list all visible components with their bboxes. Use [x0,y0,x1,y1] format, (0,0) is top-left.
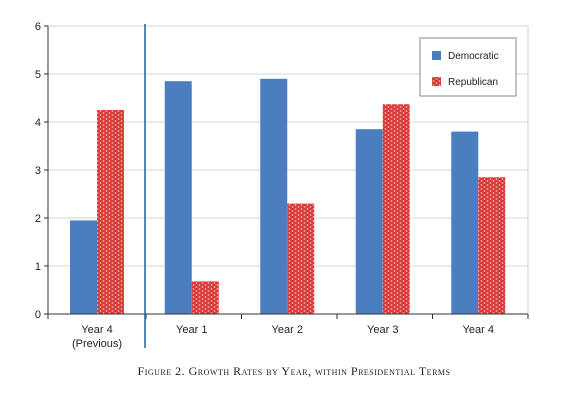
legend-label-democratic: Democratic [448,51,499,62]
bar-democratic-3 [355,129,383,314]
y-tick-label-4: 4 [35,117,41,129]
x-tick-label-3: Year 3 [367,324,398,336]
legend: Democratic Republican [419,37,517,97]
bar-democratic-1 [164,81,192,314]
x-tick-label-2: Year 2 [272,324,303,336]
bar-republican-4 [478,177,506,314]
bar-republican-3 [382,104,410,315]
y-tick-label-1: 1 [35,261,41,273]
legend-swatch-republican [432,77,441,86]
x-tick-label-0: Year 4 (Previous) [72,324,122,350]
axes: 0 1 2 3 4 5 6 Year 4 (Previous) Year 1 Year 2 Year … [35,21,529,350]
bar-democratic-2 [260,78,288,314]
legend-box [419,37,517,97]
bar-republican-1 [191,281,219,314]
bar-democratic-4 [451,131,479,314]
legend-swatch-democratic [432,51,441,60]
legend-label-republican: Republican [448,77,498,88]
bars [70,78,506,315]
bar-republican-0 [97,110,124,314]
x-tick-label-1: Year 1 [176,324,207,336]
bar-democratic-0 [70,220,97,314]
bar-republican-2 [287,203,315,314]
y-tick-label-3: 3 [35,165,41,177]
figure-caption: Figure 2. Growth Rates by Year, within P… [137,364,451,378]
x-tick-label-4: Year 4 [463,324,494,336]
y-tick-label-0: 0 [35,309,41,321]
y-tick-label-2: 2 [35,213,41,225]
y-tick-label-6: 6 [35,21,41,33]
y-tick-label-5: 5 [35,69,41,81]
